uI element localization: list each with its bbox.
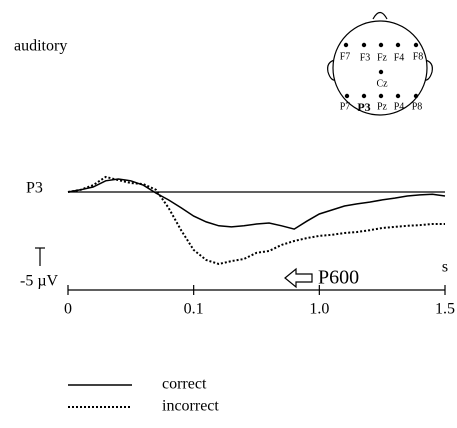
head-outline bbox=[332, 20, 428, 116]
nose bbox=[372, 11, 388, 20]
electrode bbox=[378, 42, 384, 48]
channel-label: P3 bbox=[26, 180, 43, 197]
electrode bbox=[378, 69, 384, 75]
electrode-label: F8 bbox=[413, 51, 424, 62]
electrode-label: P7 bbox=[340, 101, 351, 112]
series-line bbox=[67, 175, 445, 266]
x-tick-label: 0.1 bbox=[184, 301, 204, 318]
electrode bbox=[343, 42, 349, 48]
electrode-label: P3 bbox=[357, 100, 370, 114]
electrode-label: P4 bbox=[394, 101, 405, 112]
electrode bbox=[361, 93, 367, 99]
x-tick-label: 0 bbox=[64, 301, 72, 318]
chart-title: auditory bbox=[14, 38, 67, 55]
x-tick-label: 1.0 bbox=[309, 301, 329, 318]
electrode bbox=[395, 93, 401, 99]
series-line bbox=[67, 178, 446, 230]
electrode-label: Cz bbox=[376, 78, 388, 89]
electrode-label: P8 bbox=[412, 101, 423, 112]
x-tick-label: 1.5 bbox=[435, 301, 455, 318]
electrode-label: F3 bbox=[360, 52, 371, 63]
electrode-label: Pz bbox=[377, 101, 388, 112]
electrode bbox=[378, 93, 384, 99]
electrode bbox=[413, 42, 419, 48]
ear bbox=[327, 59, 338, 81]
electrode bbox=[395, 42, 401, 48]
electrode-label: Fz bbox=[377, 52, 388, 63]
legend-label: incorrect bbox=[162, 398, 219, 415]
annotation: P600 bbox=[318, 267, 359, 289]
scale-bar-label: -5 µV bbox=[20, 273, 59, 290]
ear bbox=[422, 59, 433, 81]
electrode bbox=[344, 93, 350, 99]
head bbox=[327, 11, 433, 116]
electrode-label: F4 bbox=[394, 52, 405, 63]
electrode-label: F7 bbox=[340, 51, 351, 62]
electrode bbox=[413, 93, 419, 99]
electrode bbox=[361, 42, 367, 48]
annotation-arrow bbox=[284, 267, 313, 289]
legend-label: correct bbox=[162, 376, 207, 393]
x-unit: s bbox=[442, 259, 448, 276]
